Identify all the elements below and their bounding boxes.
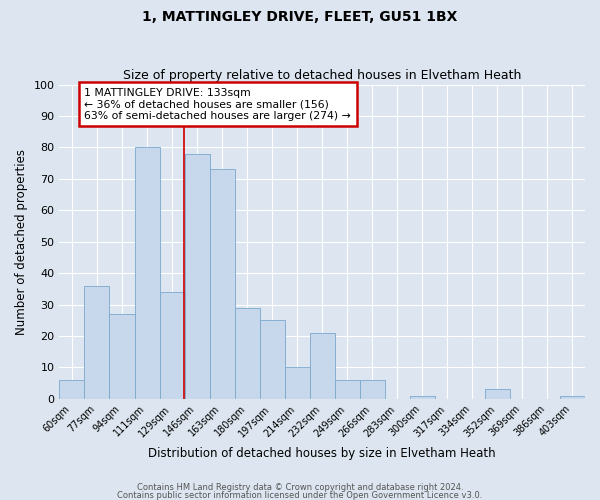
Text: Contains public sector information licensed under the Open Government Licence v3: Contains public sector information licen… xyxy=(118,490,482,500)
Bar xyxy=(209,170,235,399)
Y-axis label: Number of detached properties: Number of detached properties xyxy=(15,148,28,334)
Text: Contains HM Land Registry data © Crown copyright and database right 2024.: Contains HM Land Registry data © Crown c… xyxy=(137,484,463,492)
Bar xyxy=(284,368,310,399)
Bar xyxy=(134,148,160,399)
Bar xyxy=(109,314,134,399)
Bar xyxy=(185,154,209,399)
Bar xyxy=(410,396,435,399)
X-axis label: Distribution of detached houses by size in Elvetham Heath: Distribution of detached houses by size … xyxy=(148,447,496,460)
Bar xyxy=(310,333,335,399)
Bar xyxy=(235,308,260,399)
Bar xyxy=(85,286,109,399)
Bar xyxy=(335,380,360,399)
Bar xyxy=(260,320,284,399)
Text: 1, MATTINGLEY DRIVE, FLEET, GU51 1BX: 1, MATTINGLEY DRIVE, FLEET, GU51 1BX xyxy=(142,10,458,24)
Title: Size of property relative to detached houses in Elvetham Heath: Size of property relative to detached ho… xyxy=(123,69,521,82)
Bar xyxy=(485,390,510,399)
Text: 1 MATTINGLEY DRIVE: 133sqm
← 36% of detached houses are smaller (156)
63% of sem: 1 MATTINGLEY DRIVE: 133sqm ← 36% of deta… xyxy=(85,88,351,121)
Bar xyxy=(59,380,85,399)
Bar xyxy=(560,396,585,399)
Bar xyxy=(360,380,385,399)
Bar xyxy=(160,292,185,399)
